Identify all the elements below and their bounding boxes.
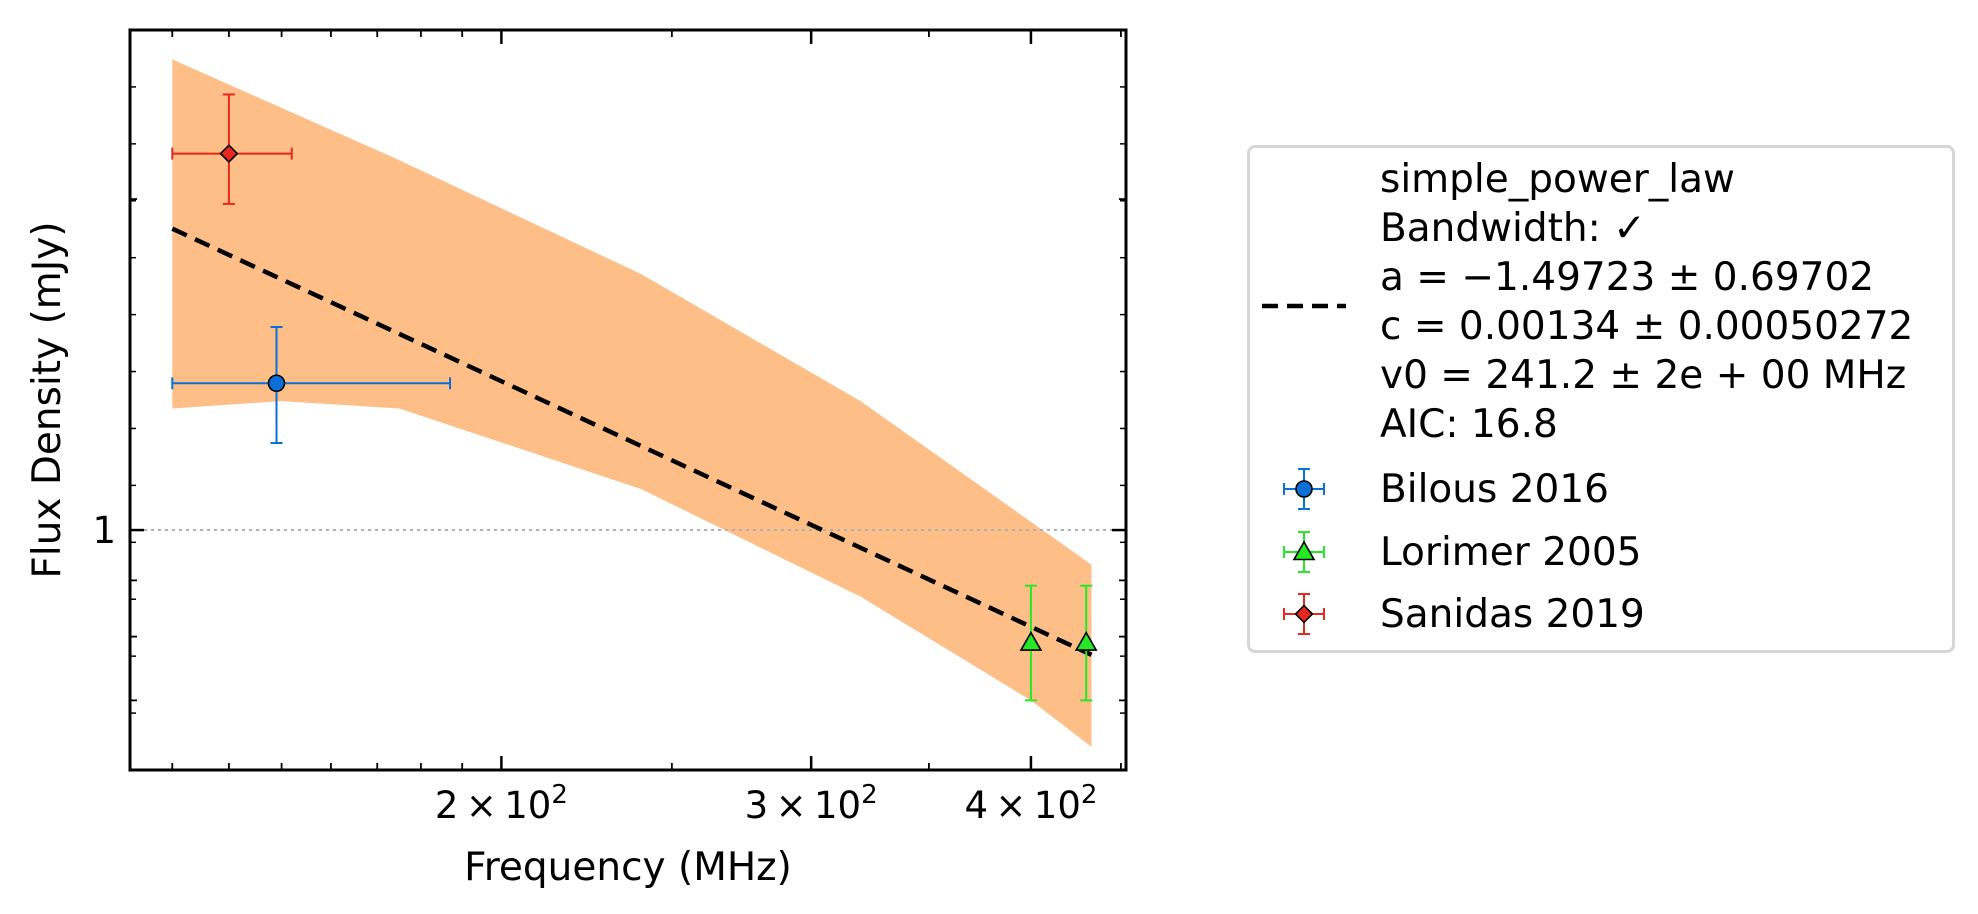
legend-triangle-marker bbox=[1292, 540, 1316, 561]
legend-swatch-sanidas-2019 bbox=[1283, 593, 1325, 635]
data-points-layer bbox=[171, 93, 1098, 702]
x-tick-label: 3 × 102 bbox=[745, 780, 878, 827]
legend bbox=[1247, 145, 1955, 653]
diamond-marker bbox=[219, 144, 239, 164]
y-axis-label: Flux Density (mJy) bbox=[25, 221, 70, 578]
legend-fit-bandwidth: Bandwidth: ✓ bbox=[1380, 206, 1646, 251]
legend-fit-c: c = 0.00134 ± 0.00050272 bbox=[1380, 304, 1914, 349]
circle-marker bbox=[267, 374, 286, 393]
legend-swatch-lorimer-2005 bbox=[1283, 531, 1325, 573]
legend-fit-model: simple_power_law bbox=[1380, 157, 1735, 202]
legend-fit-v0: v0 = 241.2 ± 2e + 00 MHz bbox=[1380, 353, 1907, 398]
triangle-marker bbox=[1074, 630, 1098, 651]
data-point-bilous-2016-0 bbox=[171, 326, 452, 445]
fit-line-layer bbox=[171, 226, 1093, 657]
legend-diamond-marker bbox=[1294, 604, 1314, 624]
confidence-band-layer bbox=[172, 59, 1092, 747]
fit-line bbox=[171, 226, 1093, 657]
legend-entry-bilous: Bilous 2016 bbox=[1380, 467, 1609, 512]
data-point-lorimer-2005-0 bbox=[1019, 584, 1043, 702]
x-tick-label: 2 × 102 bbox=[435, 780, 568, 827]
x-tick-label-exponent: 2 bbox=[861, 780, 878, 810]
x-tick-label-base: 2 × 10 bbox=[435, 784, 551, 827]
legend-fit-aic: AIC: 16.8 bbox=[1380, 402, 1558, 447]
x-tick-label-base: 3 × 10 bbox=[745, 784, 861, 827]
data-point-lorimer-2005-1 bbox=[1074, 584, 1098, 702]
legend-swatch-bilous-2016 bbox=[1283, 468, 1325, 510]
legend-circle-marker bbox=[1295, 480, 1313, 498]
triangle-marker bbox=[1019, 630, 1043, 651]
data-point-sanidas-2019-0 bbox=[171, 93, 293, 205]
x-tick-label-exponent: 2 bbox=[551, 780, 568, 810]
x-tick-label-base: 4 × 10 bbox=[964, 784, 1080, 827]
x-axis-label: Frequency (MHz) bbox=[464, 845, 792, 890]
x-tick-label-exponent: 2 bbox=[1081, 780, 1098, 810]
plot-frame bbox=[128, 28, 1128, 772]
x-tick-label: 4 × 102 bbox=[964, 780, 1097, 827]
legend-fit-a: a = −1.49723 ± 0.69702 bbox=[1380, 255, 1875, 300]
legend-entry-sanidas: Sanidas 2019 bbox=[1380, 592, 1645, 637]
y-tick-label: 1 bbox=[92, 509, 116, 552]
confidence-band bbox=[172, 59, 1092, 747]
legend-entry-lorimer: Lorimer 2005 bbox=[1380, 530, 1642, 575]
